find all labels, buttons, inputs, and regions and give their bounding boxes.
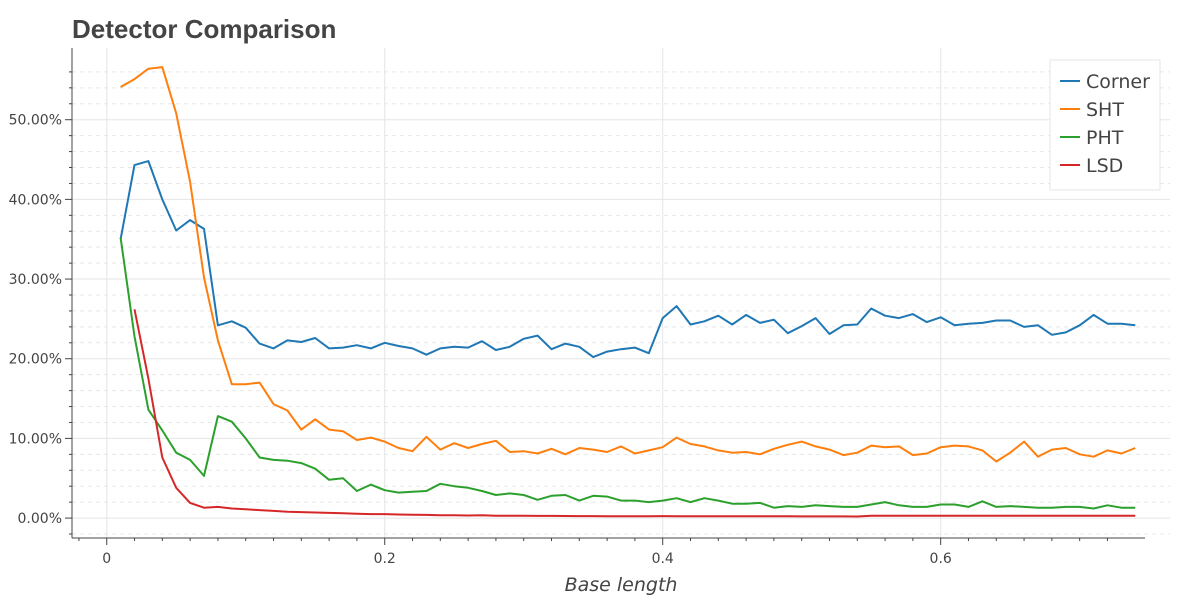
x-tick-label: 0 [102,551,111,567]
x-axis-label: Base length [565,574,678,596]
legend-label-lsd: LSD [1086,155,1123,177]
legend-label-corner: Corner [1086,71,1150,93]
grid [72,48,1170,538]
x-tick-label: 0.6 [930,551,952,567]
x-tick-label: 0.4 [652,551,674,567]
series-line-sht [120,66,1136,463]
series-line-pht [119,237,1136,510]
legend-label-pht: PHT [1086,127,1124,149]
y-tick-label: 10.00% [9,431,62,447]
series-lines [119,66,1136,518]
series-line-lsd [133,309,1136,518]
series-line-corner [119,160,1136,359]
y-tick-label: 0.00% [18,511,62,527]
y-tick-label: 30.00% [9,272,62,288]
y-tick-label: 50.00% [9,113,62,129]
legend: Corner SHT PHT LSD [1049,59,1161,191]
axes: 0.00% 10.00% 20.00% 30.00% 40.00% 50.00% 0 0.2 0… [9,48,1145,567]
plot-area [72,48,1170,538]
chart-title: Detector Comparison [72,14,336,44]
y-tick-label: 40.00% [9,192,62,208]
legend-label-sht: SHT [1086,99,1124,121]
y-tick-label: 20.00% [9,352,62,368]
x-tick-label: 0.2 [374,551,396,567]
